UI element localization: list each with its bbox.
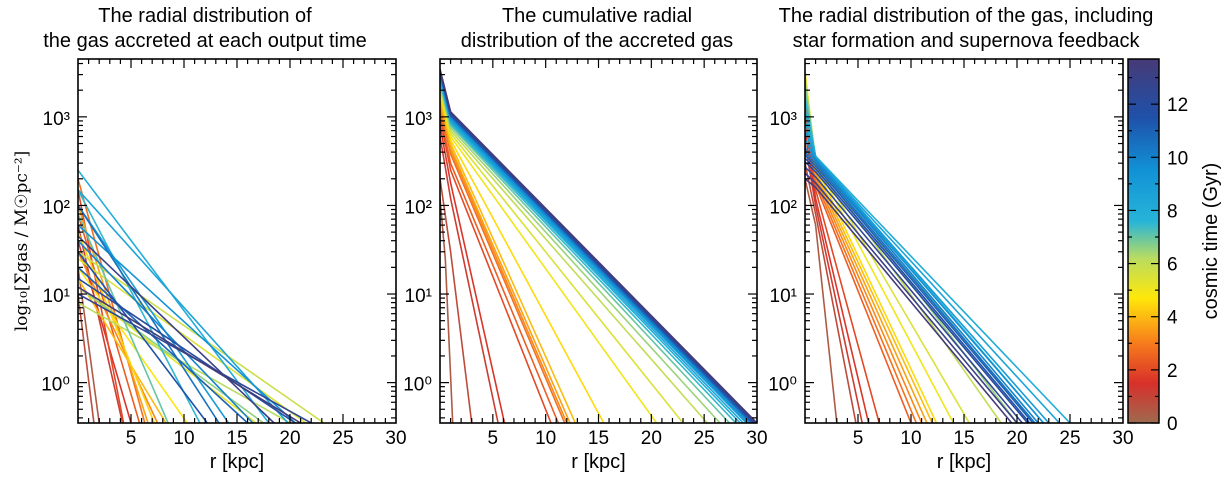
panel-3-profile-line: [805, 161, 1029, 423]
panel-2-ytick-label: 10²: [405, 197, 432, 218]
panel-2-profile-line: [440, 69, 757, 423]
panel-2-ytick-label: 10⁰: [403, 375, 432, 396]
panel-2-profile-line: [440, 113, 560, 423]
panel-1-frame: [77, 58, 397, 424]
panel-1-xlabel: r [kpc]: [210, 451, 264, 473]
panel-1-profile-line: [78, 266, 188, 423]
panel-2-xtick-label: 20: [641, 428, 662, 449]
panel-3-profile-line: [805, 178, 1013, 423]
panel-2-profile-line: [440, 198, 454, 423]
panel-2-profile-line: [440, 178, 473, 423]
panel-2-profile-line: [440, 96, 577, 423]
panel-1-profile-line: [78, 258, 307, 423]
panel-2: The cumulative radial distribution of the…: [403, 5, 767, 473]
panel-3: The radial distribution of the gas, incl…: [768, 5, 1153, 473]
panel-3-xtick-label: 30: [1112, 428, 1133, 449]
panel-3-profile-line: [805, 90, 1034, 423]
panel-1-profile-line: [78, 267, 100, 423]
panel-3-xtick-label: 20: [1006, 428, 1027, 449]
colorbar-tick-label: 2: [1167, 361, 1178, 382]
panel-2-xtick-label: 25: [694, 428, 715, 449]
panel-1-profile-line: [78, 204, 230, 423]
panel-1-profile-line: [78, 189, 201, 423]
panel-1-profile-line: [78, 240, 254, 423]
panel-2-profile-line: [440, 125, 506, 423]
panel-1-profile-line: [78, 224, 124, 423]
panel-1-xtick-label: 25: [332, 428, 353, 449]
panel-3-profile-line: [805, 120, 1060, 423]
panel-1-xtick-label: 30: [385, 428, 406, 449]
colorbar-gradient: [1127, 58, 1160, 424]
panel-3-profile-line: [805, 98, 1045, 423]
panel-1-profile-line: [78, 266, 249, 423]
panel-1-profile-line: [78, 224, 296, 423]
panel-1-xtick-label: 10: [173, 428, 194, 449]
panel-1-ytick-label: 10³: [43, 109, 70, 130]
panel-3-profile-line: [805, 166, 1023, 423]
panel-2-xtick-label: 10: [535, 428, 556, 449]
panel-1-profile-line: [78, 231, 156, 423]
panel-3-profile-line: [805, 130, 1050, 423]
panel-3-profile-line: [805, 154, 1034, 423]
panel-2-profile-line: [440, 136, 499, 423]
panel-2-xtick-label: 15: [588, 428, 609, 449]
panel-3-ytick-label: 10³: [770, 109, 797, 130]
colorbar: 0 2 4 6 8 10 12 cosmic time (Gyr): [1127, 58, 1222, 435]
panel-2-ytick-label: 10³: [405, 109, 432, 130]
panel-3-ytick-label: 10⁰: [768, 375, 797, 396]
panel-3-profile-line: [805, 163, 857, 423]
panel-2-xtick-label: 30: [746, 428, 767, 449]
panel-2-title-line-1: The cumulative radial: [502, 5, 692, 27]
panel-3-frame: [804, 58, 1124, 424]
panel-3-xtick-label: 25: [1059, 428, 1080, 449]
panel-2-profile-line: [440, 86, 708, 423]
panel-3-profile-line: [805, 157, 1031, 423]
panel-2-profile-line: [440, 116, 552, 423]
panel-1-ytick-label: 10²: [43, 197, 70, 218]
panel-3-ytick-label: 10¹: [770, 286, 797, 307]
panel-3-profile-line: [805, 109, 1071, 423]
panel-1-xtick-label: 20: [279, 428, 300, 449]
panel-2-title-line-2: distribution of the accreted gas: [461, 30, 733, 52]
colorbar-tick-label: 8: [1167, 201, 1178, 222]
panel-3-xtick-label: 15: [953, 428, 974, 449]
panel-3-profile-line: [805, 172, 1018, 423]
panel-1: The radial distribution of the gas accret…: [12, 5, 407, 473]
panel-3-xtick-label: 10: [900, 428, 921, 449]
panel-1-ytick-label: 10¹: [43, 286, 70, 307]
panel-3-profile-line: [805, 178, 838, 423]
panel-3-title-line-2: star formation and supernova feedback: [793, 30, 1141, 52]
panel-3-title-line-1: The radial distribution of the gas, incl…: [779, 5, 1154, 27]
panel-1-ytick-label: 10⁰: [41, 375, 70, 396]
colorbar-tick-label: 0: [1167, 414, 1178, 435]
colorbar-tick-label: 6: [1167, 255, 1178, 276]
panel-3-ytick-label: 10²: [770, 197, 797, 218]
panel-1-profile-line: [78, 293, 95, 423]
panel-1-profile-line: [78, 286, 264, 423]
colorbar-label: cosmic time (Gyr): [1200, 163, 1222, 320]
panel-2-xlabel: r [kpc]: [571, 451, 625, 473]
panel-1-xtick-label: 15: [226, 428, 247, 449]
panel-3-xlabel: r [kpc]: [937, 451, 991, 473]
colorbar-tick-label: 10: [1167, 148, 1188, 169]
panel-3-profile-line: [805, 147, 1039, 423]
colorbar-tick-label: 12: [1167, 95, 1188, 116]
panel-1-profile-line: [78, 235, 275, 423]
panel-1-profile-line: [78, 251, 208, 423]
panel-1-profile-line: [78, 301, 291, 423]
panel-3-xtick-label: 5: [853, 428, 864, 449]
panel-3-profile-line: [805, 151, 1036, 423]
panel-1-title-line-2: the gas accreted at each output time: [43, 30, 367, 52]
panel-1-title-line-1: The radial distribution of: [98, 5, 312, 27]
panel-1-profile-line: [78, 286, 302, 423]
panel-1-profile-line: [78, 204, 220, 423]
panel-1-profile-line: [78, 277, 296, 423]
panel-1-xtick-label: 5: [126, 428, 137, 449]
colorbar-tick-label: 4: [1167, 308, 1178, 329]
panel-2-xtick-label: 5: [488, 428, 499, 449]
panel-1-ylabel: log₁₀[Σgas / M☉pc⁻²]: [12, 151, 32, 332]
panel-2-ytick-label: 10¹: [405, 286, 432, 307]
